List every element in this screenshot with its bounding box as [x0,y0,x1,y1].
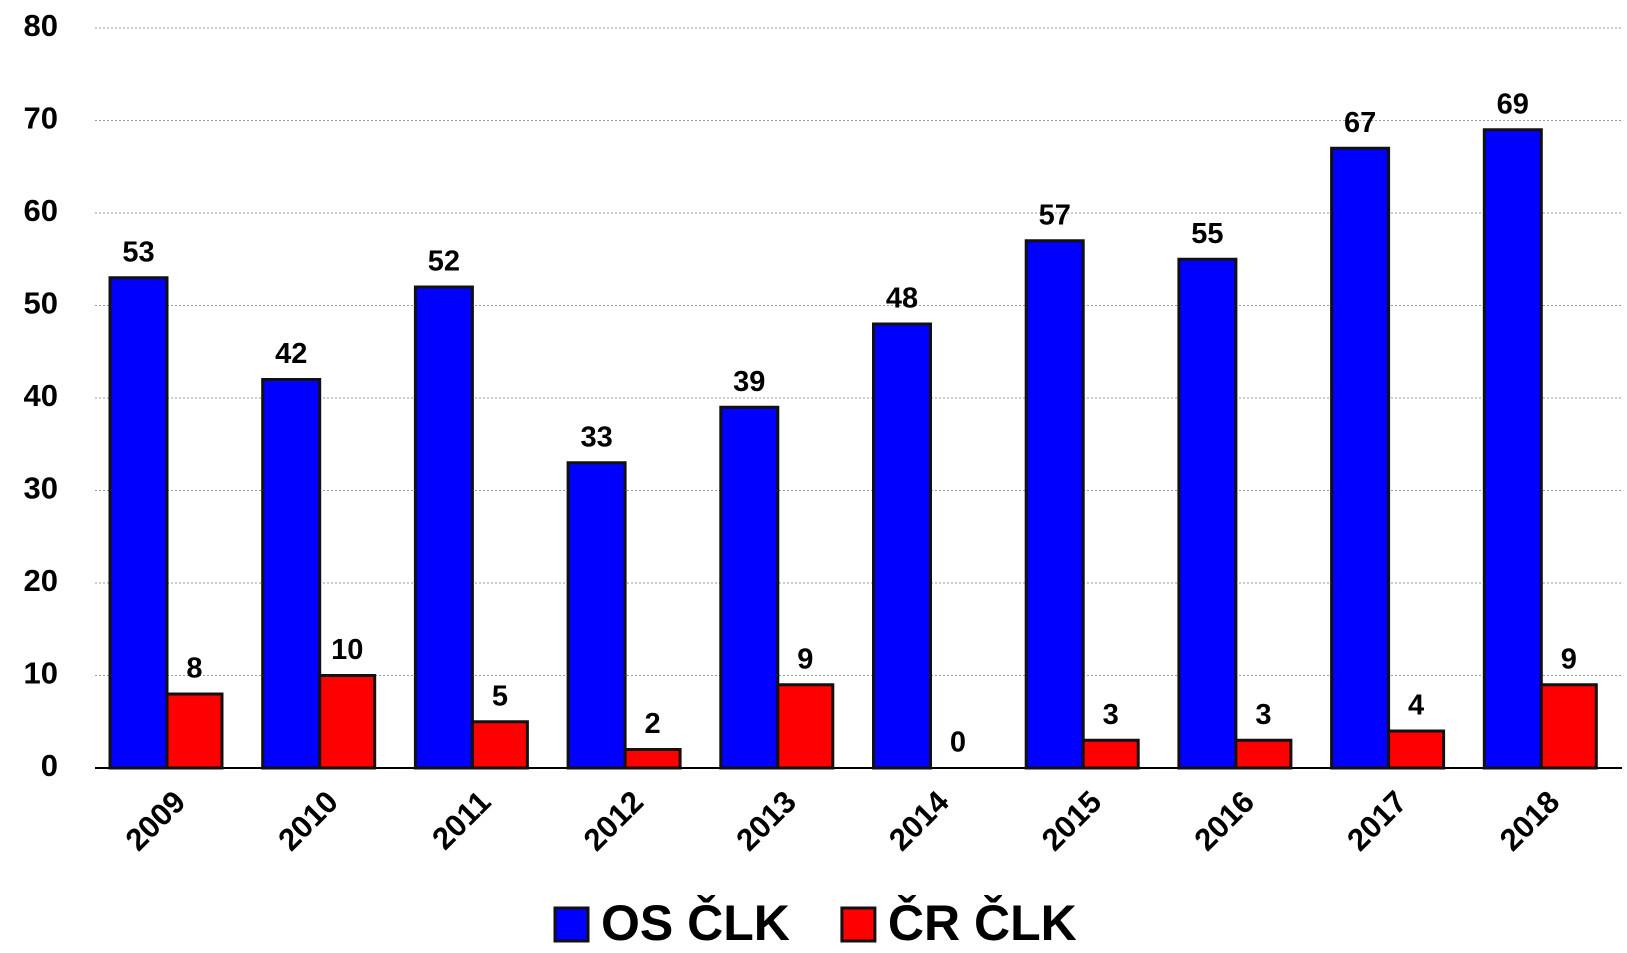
data-label: 0 [950,727,966,759]
bar [623,748,682,770]
y-tick-label: 30 [24,471,58,506]
data-label: 2 [645,708,661,740]
bar [108,276,169,770]
legend-label: ČR ČLK [888,894,1077,951]
x-tick-label: 2011 [425,784,497,856]
legend-swatch [840,906,877,943]
y-tick-label: 0 [41,748,58,783]
y-tick-label: 40 [24,378,58,413]
data-label: 67 [1344,107,1376,139]
bar [261,378,322,770]
data-label: 33 [580,421,612,453]
data-label: 9 [1561,643,1577,675]
y-tick-label: 10 [24,656,58,691]
data-label: 48 [886,283,918,315]
x-tick-label: 2015 [1035,784,1109,858]
data-label: 3 [1255,699,1271,731]
data-label: 10 [331,634,363,666]
bar [1330,146,1391,770]
data-label: 5 [492,680,508,712]
bar [318,674,377,770]
data-label: 3 [1103,699,1119,731]
x-tick-label: 2014 [882,783,956,857]
bar [413,285,474,770]
bar [566,461,627,770]
bar [1387,729,1446,770]
x-tick-label: 2012 [577,784,651,858]
bar [776,683,835,770]
legend-label: OS ČLK [601,894,790,951]
y-tick-label: 50 [24,286,58,321]
y-tick-label: 70 [24,101,58,136]
bar [1482,128,1543,770]
y-tick-label: 80 [24,8,58,43]
bar [1081,738,1140,770]
y-tick-label: 60 [24,193,58,228]
legend-swatch [553,906,590,943]
data-label: 4 [1408,690,1424,722]
x-tick-label: 2013 [729,784,803,858]
data-label: 42 [275,338,307,370]
bar [1177,257,1238,770]
data-label: 57 [1039,199,1071,231]
bar [872,322,932,770]
x-tick-label: 2016 [1187,784,1261,858]
bar [719,405,780,770]
data-label: 55 [1191,218,1223,250]
data-label: 9 [797,643,813,675]
x-tick-label: 2010 [271,784,345,858]
data-label: 53 [122,236,154,268]
data-label: 69 [1497,88,1529,120]
bar [165,692,224,770]
data-label: 8 [186,653,202,685]
data-label: 39 [733,366,765,398]
x-tick-label: 2018 [1493,784,1567,858]
bar [1539,683,1598,770]
bar [1024,239,1085,770]
x-tick-label: 2017 [1340,784,1414,858]
y-tick-label: 20 [24,563,58,598]
data-label: 52 [428,246,460,278]
bar [1234,738,1293,770]
x-tick-label: 2009 [119,784,193,858]
bar [470,720,529,770]
